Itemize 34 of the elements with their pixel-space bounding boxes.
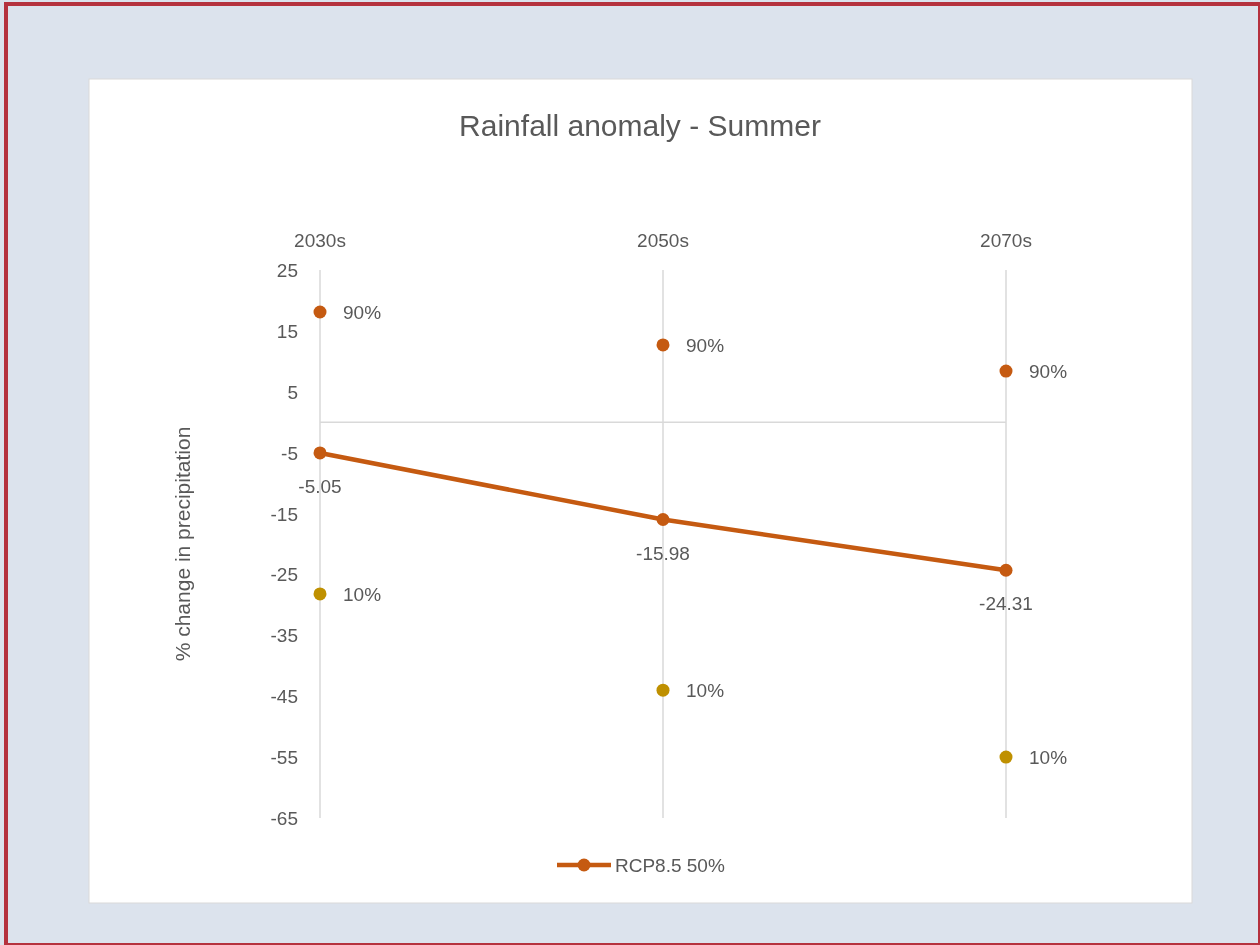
text: 10% bbox=[686, 680, 725, 702]
x-tick-label: 2050s bbox=[637, 230, 689, 251]
y-tick-label: -35 bbox=[270, 625, 298, 647]
point bbox=[999, 563, 1013, 577]
y-tick-label: -5 bbox=[281, 442, 298, 464]
point bbox=[313, 446, 327, 460]
point bbox=[656, 338, 670, 352]
point bbox=[313, 587, 327, 601]
y-tick-label: 15 bbox=[276, 320, 298, 342]
point bbox=[656, 513, 670, 527]
y-tick-label: -45 bbox=[270, 686, 298, 708]
data-label: -24.31 bbox=[979, 593, 1033, 615]
point bbox=[313, 305, 327, 319]
text: 90% bbox=[686, 334, 725, 356]
series-label: 90% bbox=[343, 302, 382, 324]
text: 10% bbox=[1029, 747, 1068, 769]
chart-title: Rainfall anomaly - Summer bbox=[459, 109, 821, 142]
y-tick-label: -15 bbox=[270, 503, 298, 525]
point bbox=[656, 683, 670, 697]
y-axis-title: % change in precipitation bbox=[171, 426, 194, 662]
y-tick-label: -55 bbox=[270, 747, 298, 769]
y-tick-label: -65 bbox=[270, 808, 298, 829]
point bbox=[999, 750, 1013, 764]
point bbox=[999, 364, 1013, 378]
x-tick-label: 2070s bbox=[980, 230, 1032, 251]
x-tick-label: 2030s bbox=[294, 230, 346, 251]
series-label: 10% bbox=[343, 583, 382, 605]
y-tick-label: -25 bbox=[270, 564, 298, 586]
data-label: -15.98 bbox=[636, 542, 690, 564]
y-tick-label: 25 bbox=[276, 260, 298, 281]
data-label: -5.05 bbox=[298, 475, 342, 497]
y-tick-label: 5 bbox=[287, 381, 298, 403]
text: 90% bbox=[1029, 361, 1068, 383]
legend-label: RCP8.5 50% bbox=[615, 855, 725, 876]
